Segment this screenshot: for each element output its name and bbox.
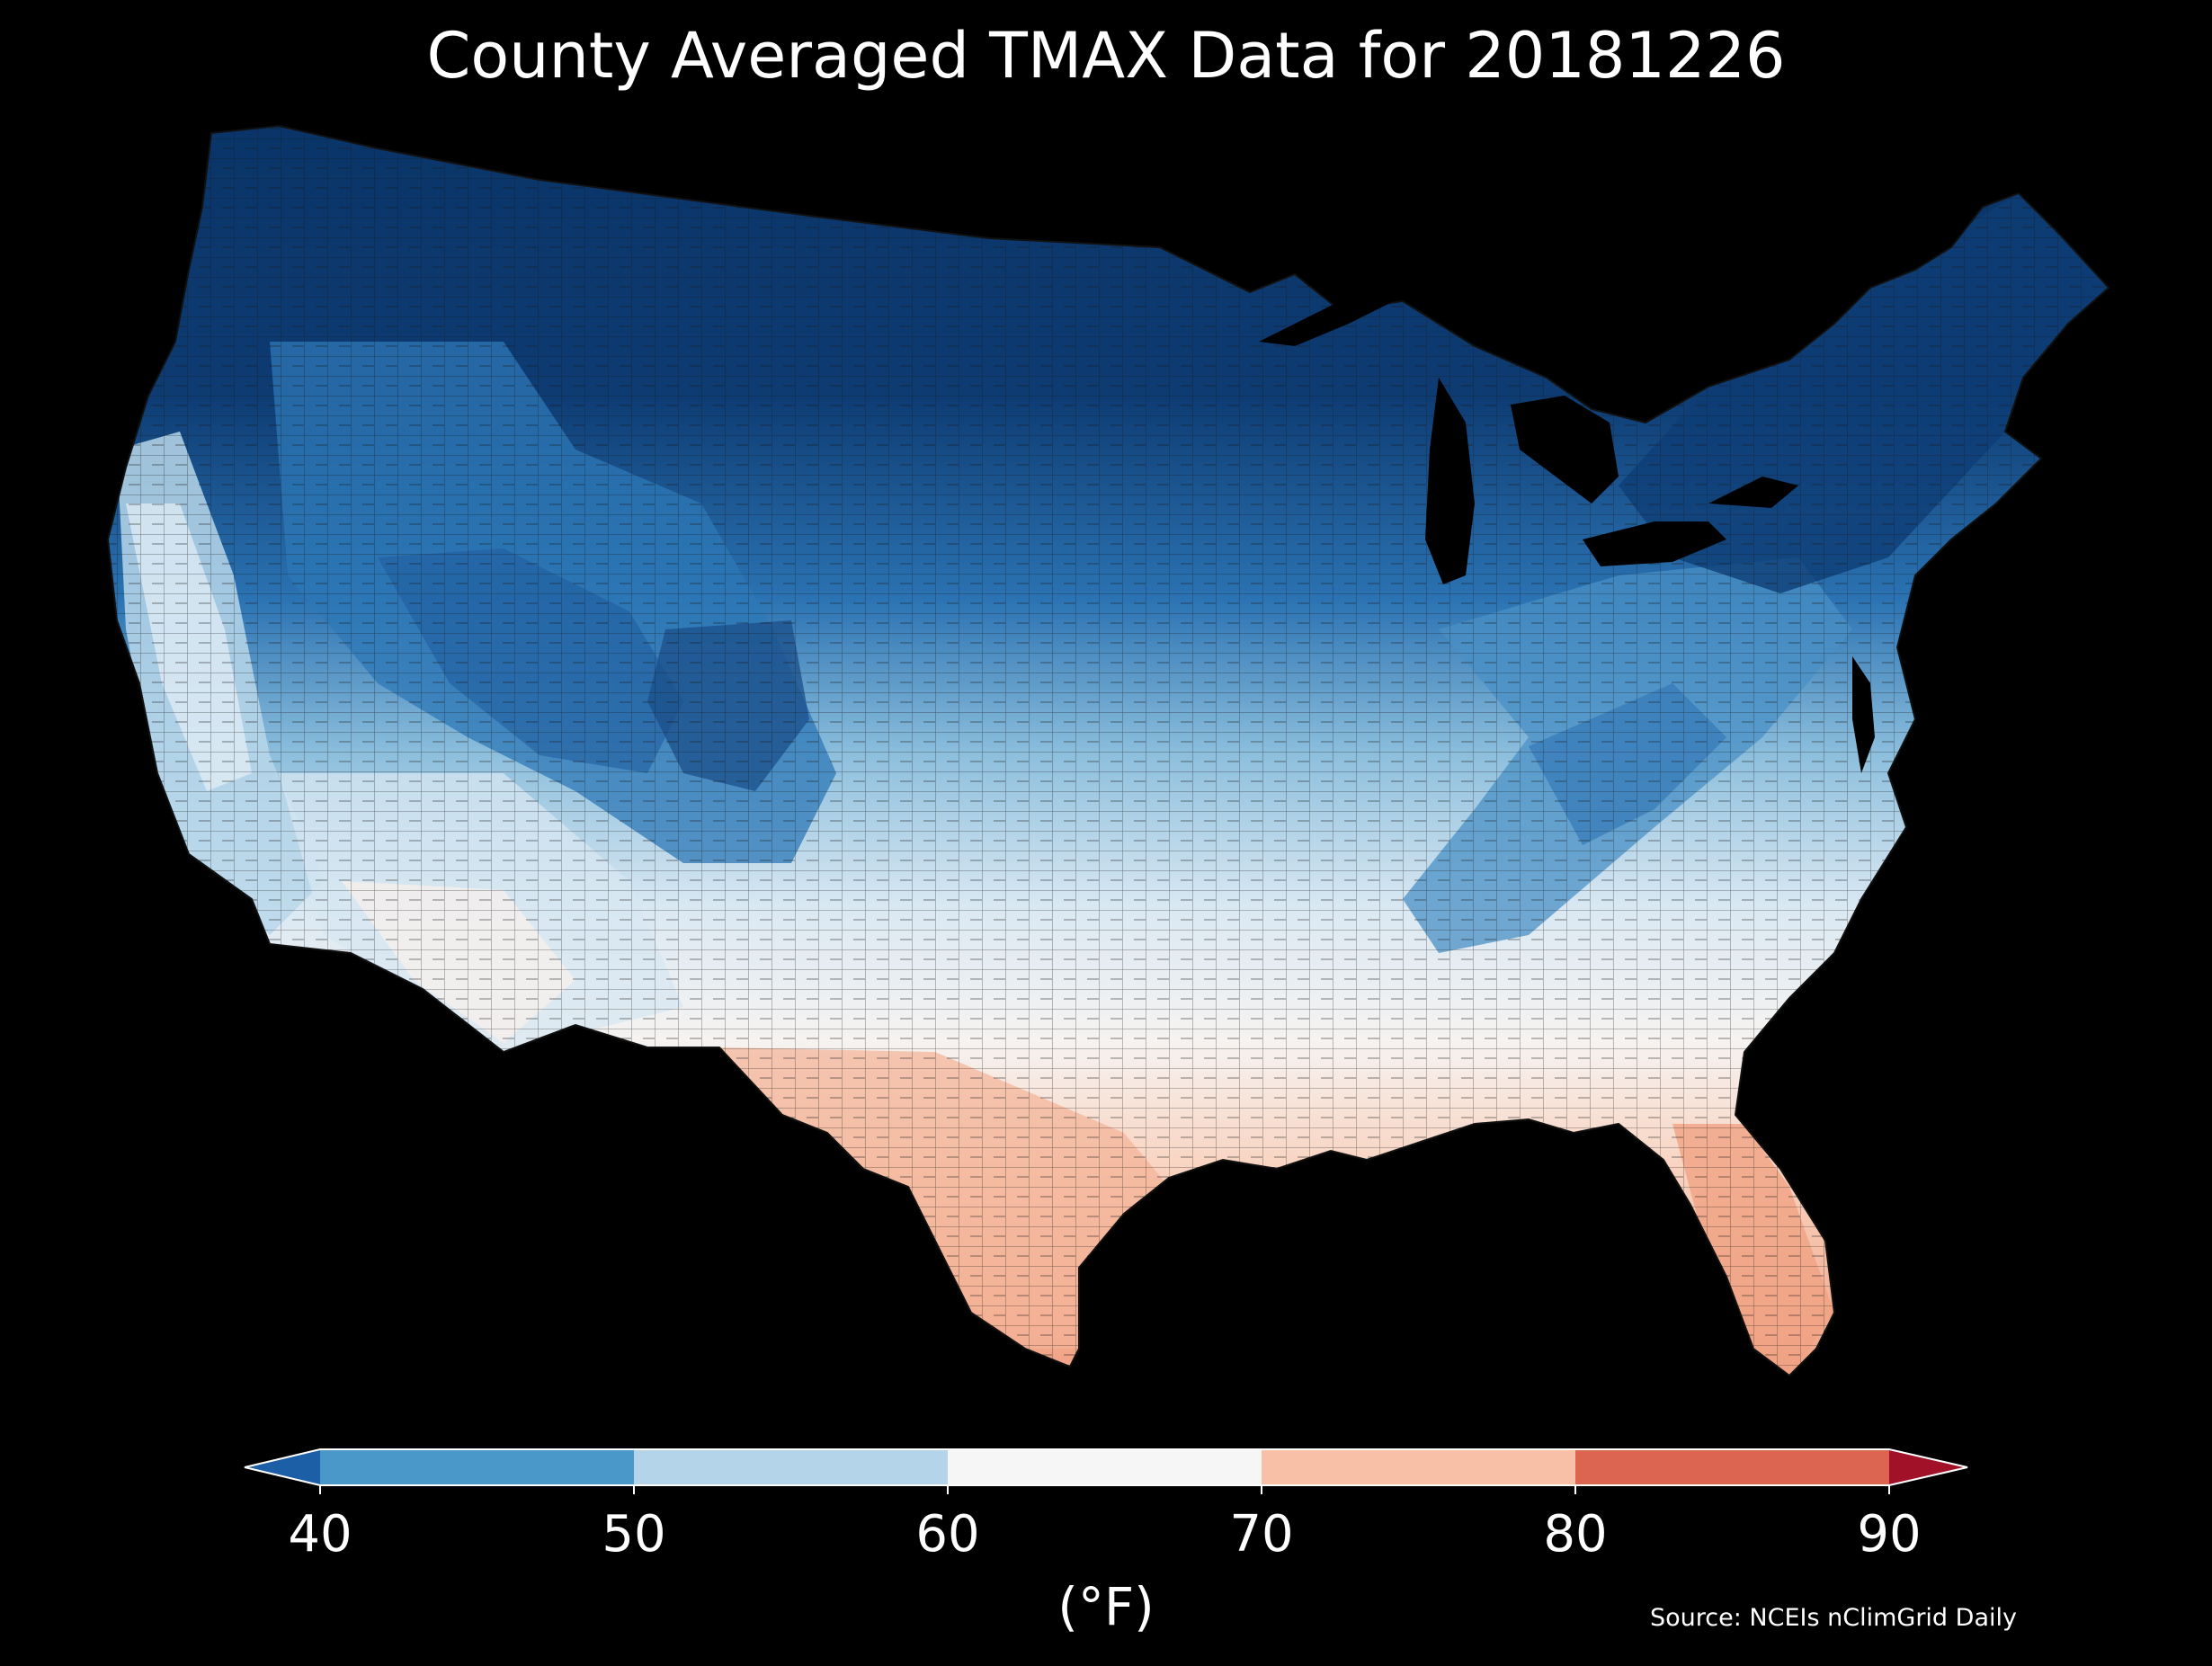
colorbar-tick-80: 80 (1543, 1505, 1608, 1564)
colorbar-bin-40-50 (320, 1449, 634, 1485)
colorbar-tick-40: 40 (288, 1505, 352, 1564)
colorbar-tick-70: 70 (1229, 1505, 1294, 1564)
colorbar-unit-label: (°F) (1057, 1576, 1155, 1637)
colorbar-bin-70-80 (1262, 1449, 1575, 1485)
colorbar-under-arrow (245, 1449, 320, 1485)
colorbar-tick-60: 60 (915, 1505, 980, 1564)
us-county-map (107, 125, 2109, 1376)
colorbar-tick-90: 90 (1857, 1505, 1922, 1564)
source-note: Source: NCEIs nClimGrid Daily (1650, 1604, 2017, 1632)
colorbar-bin-80-90 (1575, 1449, 1889, 1485)
map-title: County Averaged TMAX Data for 20181226 (426, 19, 1786, 93)
colorbar-bin-60-70 (948, 1449, 1262, 1485)
colorbar-tick-50: 50 (602, 1505, 666, 1564)
colorbar-bin-50-60 (634, 1449, 948, 1485)
great-lakes (1259, 274, 1875, 773)
colorbar-over-arrow (1889, 1449, 1967, 1485)
